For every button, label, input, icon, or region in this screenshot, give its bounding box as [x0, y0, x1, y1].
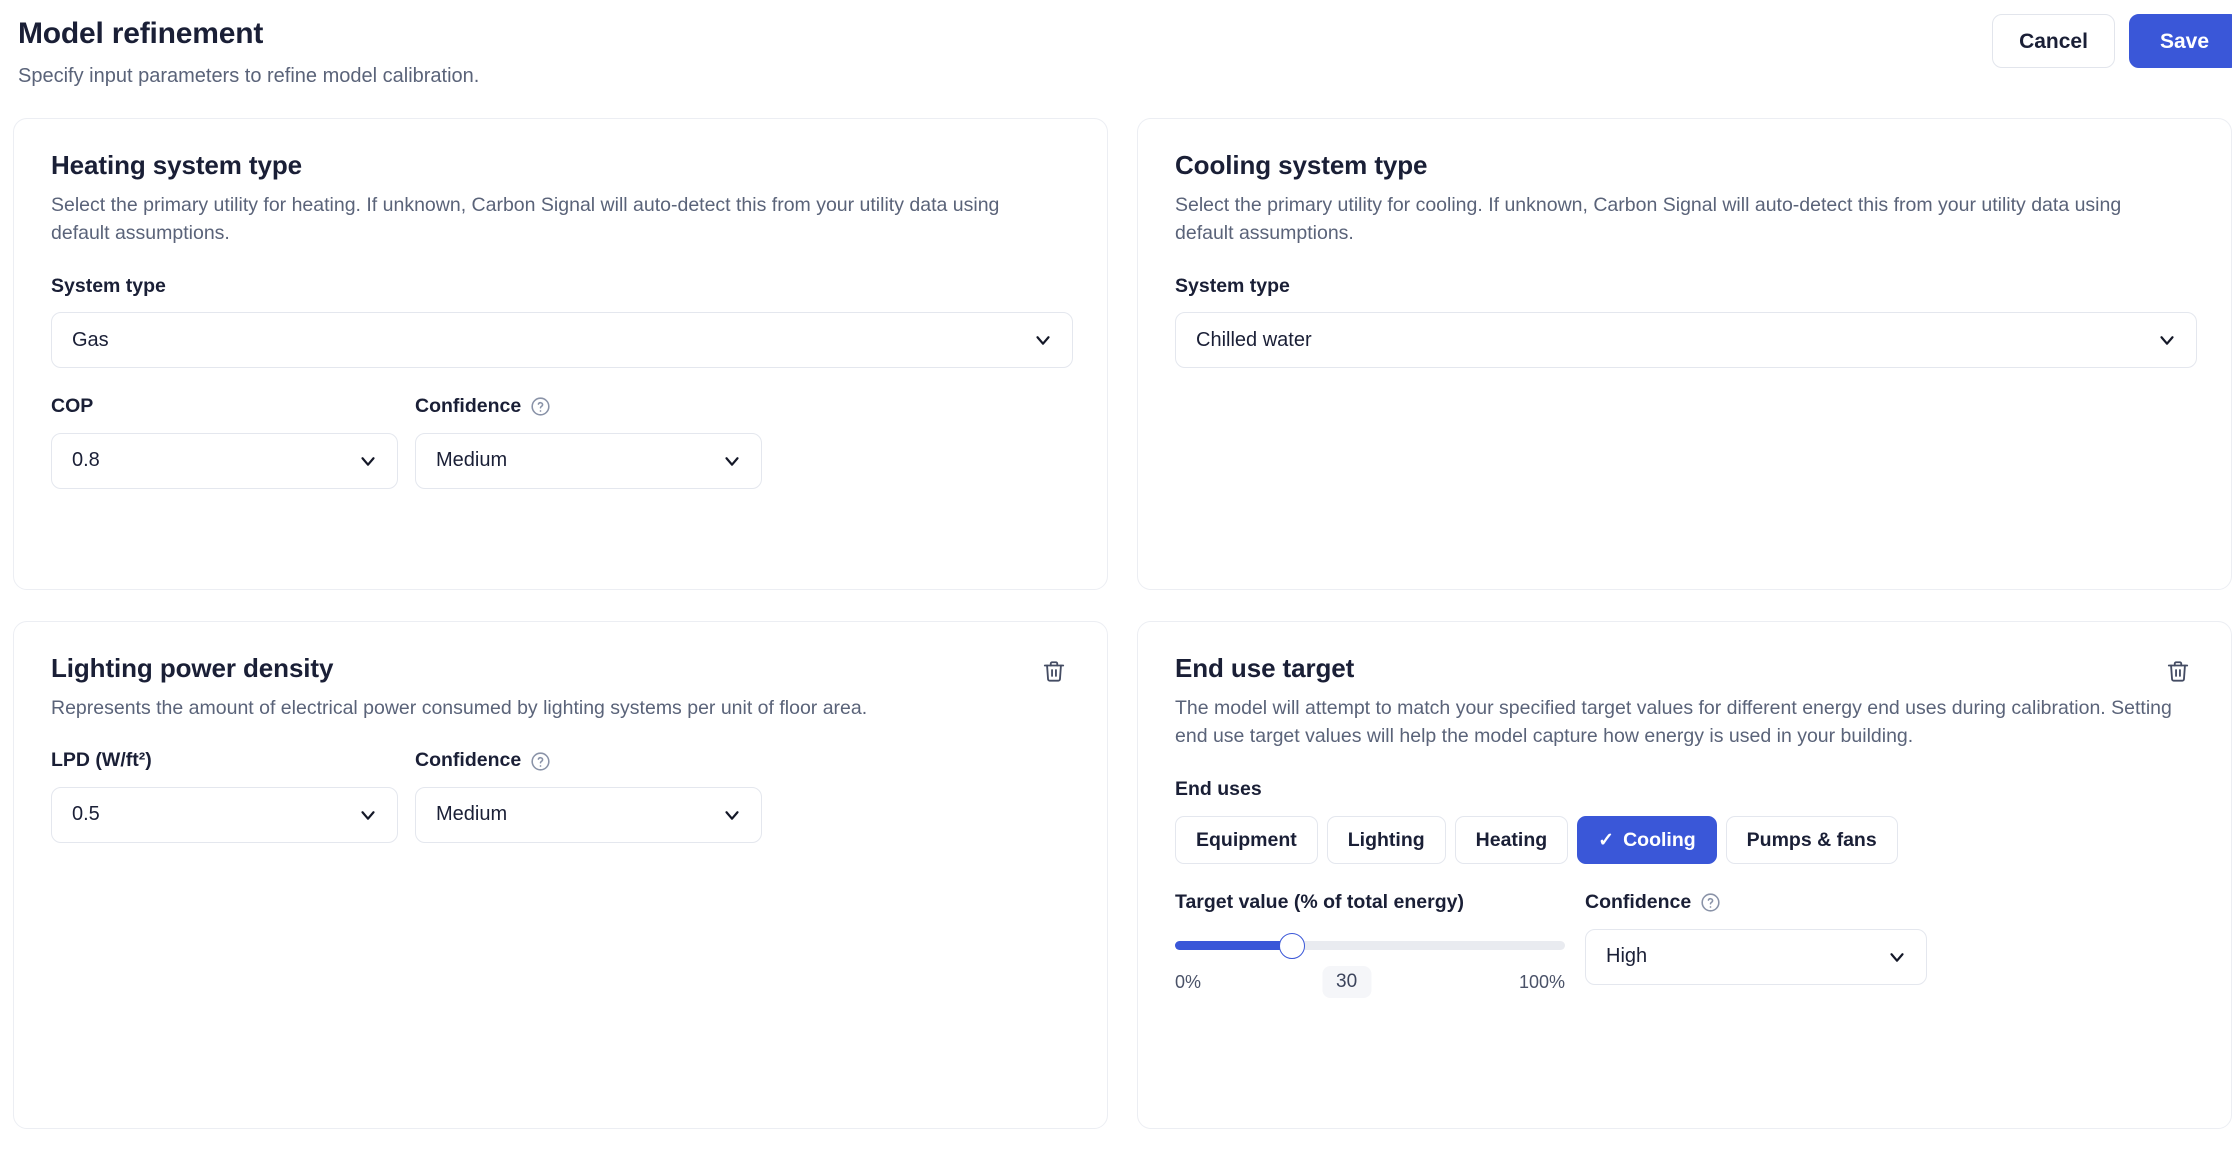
cooling-system-type-select[interactable]: Chilled water — [1175, 312, 2197, 369]
card-title: End use target — [1175, 653, 1355, 683]
card-description: Represents the amount of electrical powe… — [51, 697, 868, 720]
slider-track[interactable] — [1175, 940, 1565, 950]
target-value-slider[interactable] — [1175, 932, 1565, 959]
lighting-fields-row: LPD (W/ft²) 0.5 Confidence Mediu — [51, 749, 1073, 843]
cancel-button[interactable]: Cancel — [1992, 14, 2115, 68]
field-label-text: Confidence — [415, 749, 522, 772]
field-label-text: LPD (W/ft²) — [51, 749, 152, 772]
save-button[interactable]: Save — [2128, 14, 2232, 68]
page-subtitle: Specify input parameters to refine model… — [18, 65, 480, 87]
card-description: Select the primary utility for heating. … — [51, 194, 1000, 245]
help-circle-icon[interactable] — [530, 751, 551, 772]
cards-grid: Heating system type Select the primary u… — [0, 118, 2232, 1129]
lpd-select[interactable]: 0.5 — [51, 786, 398, 843]
field-heating-system-type: System type Gas — [51, 275, 1073, 369]
chevron-down-icon — [1032, 329, 1054, 351]
field-label-text: End uses — [1175, 777, 1262, 800]
field-label-text: System type — [51, 274, 166, 297]
slider-fill — [1175, 940, 1292, 950]
help-circle-icon[interactable] — [530, 396, 551, 417]
lighting-confidence-select[interactable]: Medium — [415, 786, 762, 843]
heating-confidence-select[interactable]: Medium — [415, 432, 762, 489]
slider-scale: 0% 30 100% — [1175, 965, 1565, 1000]
field-label-text: System type — [1175, 274, 1290, 297]
page-header: Model refinement Specify input parameter… — [0, 0, 2232, 118]
field-label: LPD (W/ft²) — [51, 749, 398, 772]
chevron-down-icon — [1886, 946, 1908, 968]
help-circle-icon[interactable] — [1700, 892, 1721, 913]
target-value-row: Target value (% of total energy) 0% 30 1… — [1175, 891, 2197, 999]
cop-select[interactable]: 0.8 — [51, 432, 398, 489]
field-label-text: Target value (% of total energy) — [1175, 891, 1464, 914]
field-lpd: LPD (W/ft²) 0.5 — [51, 749, 398, 843]
end-use-chip-lighting[interactable]: Lighting — [1326, 816, 1446, 865]
field-label: COP — [51, 395, 398, 418]
end-use-confidence-select[interactable]: High — [1585, 928, 1927, 985]
field-lighting-confidence: Confidence Medium — [415, 749, 762, 843]
select-value: Medium — [436, 449, 508, 471]
field-label: End uses — [1175, 778, 2197, 801]
end-use-chip-group: Equipment Lighting Heating ✓ Cooling Pum… — [1175, 816, 2197, 865]
card-title: Lighting power density — [51, 653, 334, 683]
card-lighting-power-density: Lighting power density Represents the am… — [13, 621, 1108, 1129]
card-heating-system-type: Heating system type Select the primary u… — [13, 118, 1108, 590]
field-end-use-confidence: Confidence High — [1585, 891, 1927, 985]
check-icon: ✓ — [1598, 829, 1615, 851]
slider-thumb[interactable] — [1279, 932, 1305, 959]
select-value: Medium — [436, 803, 508, 826]
end-use-chip-equipment[interactable]: Equipment — [1175, 816, 1318, 865]
heating-system-type-select[interactable]: Gas — [51, 312, 1073, 369]
field-label: System type — [1175, 275, 2197, 298]
field-label-text: Confidence — [1585, 891, 1692, 914]
field-heating-confidence: Confidence Medium — [415, 395, 762, 489]
chip-label: Lighting — [1347, 828, 1425, 851]
chevron-down-icon — [721, 804, 743, 826]
chip-label: Cooling — [1623, 828, 1696, 851]
select-value: 0.8 — [72, 449, 100, 471]
slider-max-label: 100% — [1518, 971, 1565, 992]
chip-label: Pumps & fans — [1746, 828, 1877, 851]
chevron-down-icon — [357, 804, 379, 826]
card-cooling-system-type: Cooling system type Select the primary u… — [1137, 118, 2232, 590]
select-value: Chilled water — [1196, 328, 1312, 351]
chip-label: Heating — [1475, 828, 1548, 851]
card-title: Cooling system type — [1175, 150, 1428, 180]
field-label: Confidence — [1585, 891, 1927, 914]
field-label: Confidence — [415, 395, 762, 418]
select-value: 0.5 — [72, 803, 100, 826]
field-cooling-system-type: System type Chilled water — [1175, 275, 2197, 369]
delete-lighting-button[interactable] — [1037, 655, 1071, 689]
field-label-text: Confidence — [415, 395, 522, 418]
chevron-down-icon — [357, 450, 379, 472]
end-uses-group: End uses Equipment Lighting Heating ✓ Co… — [1175, 778, 2197, 865]
chip-label: Equipment — [1196, 828, 1297, 851]
chevron-down-icon — [2156, 329, 2178, 351]
select-value: High — [1606, 945, 1648, 967]
end-use-chip-heating[interactable]: Heating — [1454, 816, 1569, 865]
card-title: Heating system type — [51, 150, 302, 180]
trash-icon — [2165, 661, 2191, 688]
card-description: The model will attempt to match your spe… — [1175, 697, 2172, 748]
field-cop: COP 0.8 — [51, 395, 398, 489]
field-label: Target value (% of total energy) — [1175, 891, 1565, 914]
field-target-value: Target value (% of total energy) 0% 30 1… — [1175, 891, 1565, 999]
header-actions: Cancel Save — [1992, 14, 2232, 68]
field-label: Confidence — [415, 749, 762, 772]
end-use-chip-cooling[interactable]: ✓ Cooling — [1577, 816, 1717, 865]
page-title: Model refinement — [18, 17, 264, 50]
chevron-down-icon — [721, 450, 743, 472]
heating-secondary-row: COP 0.8 Confidence Medium — [51, 395, 1073, 489]
slider-value-badge: 30 — [1322, 965, 1372, 998]
card-end-use-target: End use target The model will attempt to… — [1137, 621, 2232, 1129]
trash-icon — [1041, 661, 1067, 688]
field-label-text: COP — [51, 395, 94, 418]
slider-min-label: 0% — [1175, 971, 1202, 992]
field-label: System type — [51, 275, 1073, 298]
card-description: Select the primary utility for cooling. … — [1175, 194, 2122, 245]
select-value: Gas — [72, 328, 109, 351]
delete-end-use-button[interactable] — [2161, 655, 2195, 689]
end-use-chip-pumps-fans[interactable]: Pumps & fans — [1725, 816, 1898, 865]
